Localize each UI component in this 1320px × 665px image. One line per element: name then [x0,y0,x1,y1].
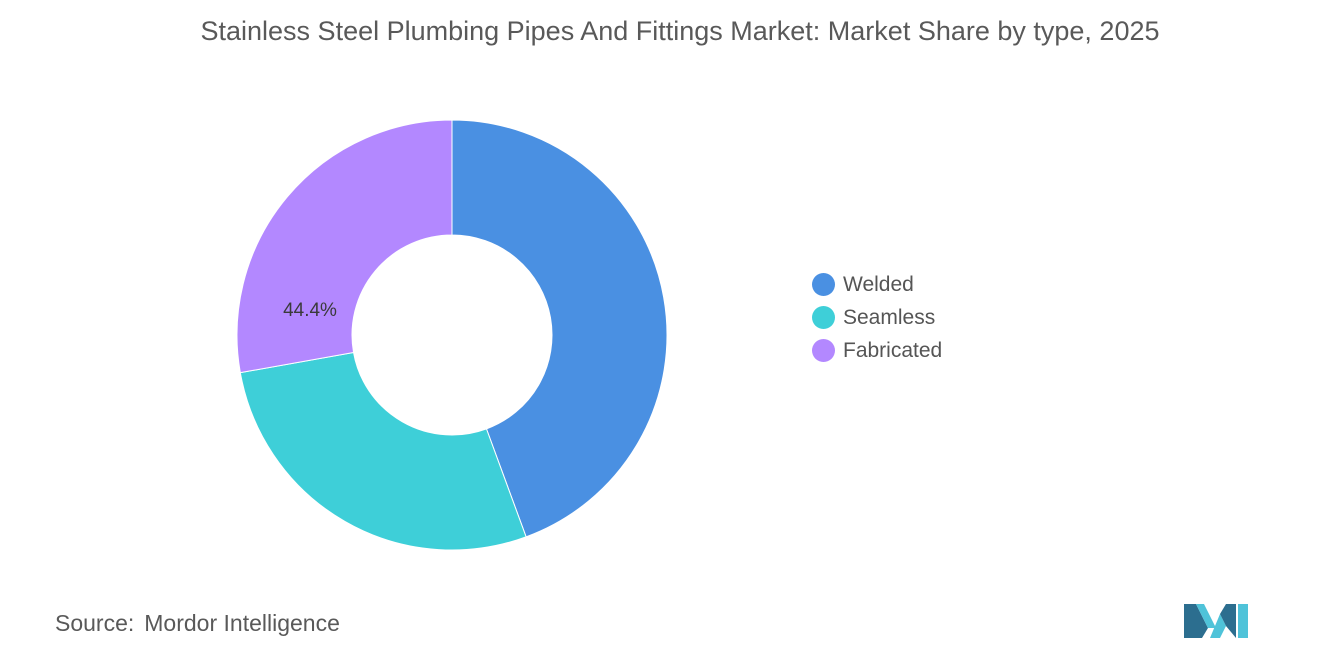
data-label-welded: 44.4% [283,300,337,321]
donut-slice-seamless[interactable] [239,351,527,551]
source-note: Source: Mordor Intelligence [55,610,340,637]
legend-label-fabricated: Fabricated [843,338,943,362]
source-key: Source: [55,610,135,636]
legend-swatch-welded [812,273,835,296]
legend-item-fabricated[interactable]: Fabricated [812,334,942,367]
donut-slice-fabricated[interactable] [236,119,453,374]
legend-item-welded[interactable]: Welded [812,268,942,301]
chart-title: Stainless Steel Plumbing Pipes And Fitti… [200,16,1160,46]
source-value: Mordor Intelligence [144,610,340,636]
legend-label-seamless: Seamless [843,305,936,329]
legend-item-seamless[interactable]: Seamless [812,301,942,334]
chart-legend: Welded Seamless Fabricated [812,268,942,367]
donut-slice-welded[interactable] [451,119,668,538]
legend-swatch-fabricated [812,339,835,362]
mordor-intelligence-logo-icon [1184,604,1248,638]
legend-label-welded: Welded [843,272,914,296]
legend-swatch-seamless [812,306,835,329]
